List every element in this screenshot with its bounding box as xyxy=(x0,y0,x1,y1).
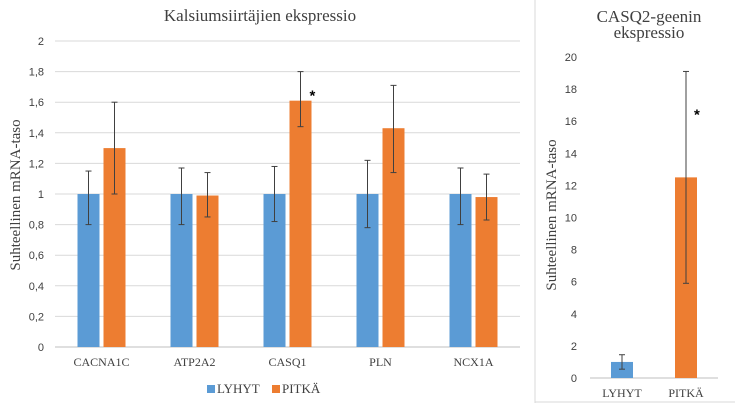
left-significance-marks: * xyxy=(310,88,316,105)
y-tick-label: 0 xyxy=(571,373,577,385)
bar-lyhyt xyxy=(449,194,472,347)
bar-pitka xyxy=(196,195,219,347)
casq2-chart: CASQ2-geenin ekspressio Suhteellinen mRN… xyxy=(544,7,718,400)
left-chart-title: Kalsiumsiirtäjien ekspressio xyxy=(164,6,356,25)
y-tick-label: 1,4 xyxy=(29,128,44,140)
right-bars xyxy=(611,177,697,378)
y-tick-label: 10 xyxy=(565,213,577,225)
right-y-axis-label: Suhteellinen mRNA-taso xyxy=(544,139,560,290)
legend-swatch-pitka xyxy=(272,385,280,393)
y-tick-label: 2 xyxy=(571,341,577,353)
category-label: PITKÄ xyxy=(668,386,704,400)
bar-lyhyt xyxy=(611,361,633,378)
y-tick-label: 14 xyxy=(565,148,577,160)
category-label: CASQ1 xyxy=(268,355,306,369)
y-tick-label: 4 xyxy=(571,309,577,321)
significance-star: * xyxy=(694,107,700,124)
y-tick-label: 0,4 xyxy=(29,281,44,293)
left-bars xyxy=(77,100,498,347)
y-tick-label: 16 xyxy=(565,116,577,128)
bar-pitka xyxy=(289,100,312,347)
left-category-labels: CACNA1C ATP2A2 CASQ1 PLN NCX1A xyxy=(73,355,493,369)
category-label: CACNA1C xyxy=(73,355,129,369)
y-tick-label: 12 xyxy=(565,180,577,192)
bar-pitka xyxy=(382,128,405,347)
category-label: LYHYT xyxy=(602,386,642,400)
significance-star: * xyxy=(310,88,316,105)
y-tick-label: 0,8 xyxy=(29,220,44,232)
legend: LYHYT PITKÄ xyxy=(207,381,321,396)
legend-label-lyhyt: LYHYT xyxy=(217,381,260,396)
left-y-axis-label: Suhteellinen mRNA-taso xyxy=(8,119,24,270)
bar-pitka xyxy=(475,197,498,347)
left-y-ticks: 0 0,2 0,4 0,6 0,8 1 1,2 1,4 1,6 1,8 2 xyxy=(29,36,44,354)
legend-swatch-lyhyt xyxy=(207,385,215,393)
y-tick-label: 20 xyxy=(565,52,577,64)
y-tick-label: 0 xyxy=(38,342,44,354)
category-label: PLN xyxy=(369,355,392,369)
right-category-labels: LYHYT PITKÄ xyxy=(602,386,704,400)
bar-pitka xyxy=(103,148,126,347)
legend-label-pitka: PITKÄ xyxy=(282,381,321,396)
y-tick-label: 1,6 xyxy=(29,97,44,109)
y-tick-label: 18 xyxy=(565,84,577,96)
right-chart-title-line1: CASQ2-geenin xyxy=(597,7,702,26)
right-error-bars xyxy=(619,70,689,370)
bar-lyhyt xyxy=(77,194,100,347)
category-label: NCX1A xyxy=(453,355,493,369)
y-tick-label: 1,8 xyxy=(29,67,44,79)
calcium-transporters-chart: Kalsiumsiirtäjien ekspressio Suhteelline… xyxy=(8,6,520,396)
right-significance-marks: * xyxy=(694,107,700,124)
bar-lyhyt xyxy=(170,194,193,347)
left-error-bars xyxy=(85,71,490,229)
right-y-ticks: 0 2 4 6 8 10 12 14 16 18 20 xyxy=(565,52,577,385)
category-label: ATP2A2 xyxy=(173,355,215,369)
bar-lyhyt xyxy=(356,194,379,347)
y-tick-label: 0,2 xyxy=(29,311,44,323)
y-tick-label: 1,2 xyxy=(29,158,44,170)
y-tick-label: 8 xyxy=(571,245,577,257)
y-tick-label: 1 xyxy=(38,189,44,201)
y-tick-label: 2 xyxy=(38,36,44,48)
y-tick-label: 0,6 xyxy=(29,250,44,262)
bar-lyhyt xyxy=(263,194,286,347)
right-chart-title-line2: ekspressio xyxy=(614,23,685,42)
y-tick-label: 6 xyxy=(571,277,577,289)
left-gridlines xyxy=(55,40,520,348)
